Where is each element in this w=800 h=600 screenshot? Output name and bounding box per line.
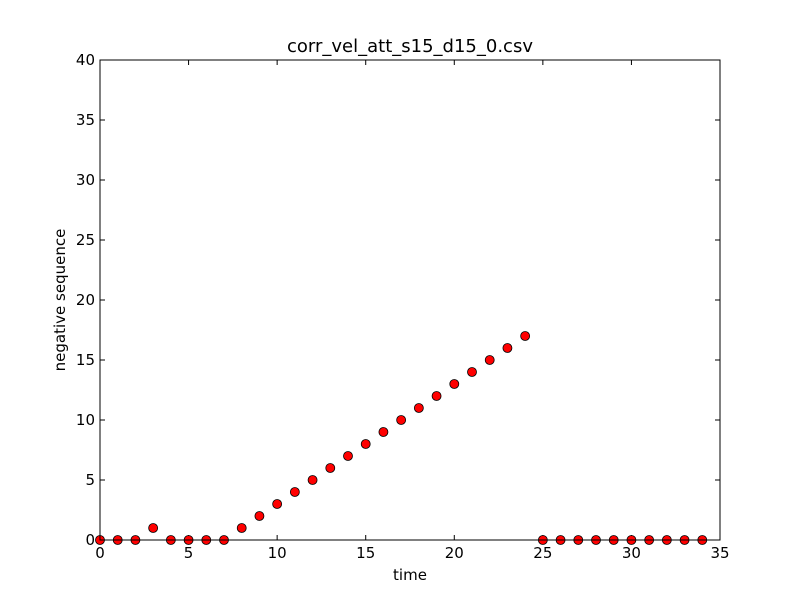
data-point [413, 403, 424, 413]
y-tick-label: 10 [76, 411, 95, 429]
data-point [520, 331, 531, 341]
data-point [502, 343, 513, 353]
y-axis-label: negative sequence [51, 229, 69, 372]
x-tick-label: 0 [95, 544, 105, 562]
data-point [148, 523, 159, 533]
y-tick-label: 35 [76, 111, 95, 129]
axis-ticks: 0 5 10 15 20 25 30 35 0 5 10 15 20 25 30 35 40 [76, 51, 730, 562]
x-tick-label: 5 [184, 544, 194, 562]
x-tick-label: 10 [268, 544, 287, 562]
plot-area [100, 60, 720, 540]
x-axis-label: time [393, 566, 427, 584]
x-tick-label: 25 [533, 544, 552, 562]
y-tick-label: 30 [76, 171, 95, 189]
data-point [484, 355, 495, 365]
y-tick-label: 0 [85, 531, 95, 549]
data-point [325, 463, 336, 473]
chart-title: corr_vel_att_s15_d15_0.csv [287, 36, 533, 57]
data-point [236, 523, 247, 533]
y-tick-label: 20 [76, 291, 95, 309]
x-tick-label: 20 [445, 544, 464, 562]
data-point [467, 367, 477, 377]
x-tick-label: 35 [710, 544, 729, 562]
data-point [343, 451, 353, 461]
y-tick-label: 25 [76, 231, 95, 249]
x-tick-label: 30 [622, 544, 641, 562]
data-point [378, 427, 389, 437]
y-tick-label: 15 [76, 351, 95, 369]
plot-frame [99, 59, 721, 541]
y-tick-label: 5 [85, 471, 95, 489]
data-point [360, 439, 371, 449]
x-tick-label: 15 [356, 544, 375, 562]
y-tick-label: 40 [76, 51, 95, 69]
data-point [272, 499, 283, 509]
data-point [396, 415, 407, 425]
data-point [254, 511, 265, 521]
data-point [431, 391, 442, 401]
data-point [307, 475, 318, 485]
data-point [449, 379, 460, 389]
data-point [289, 487, 300, 497]
